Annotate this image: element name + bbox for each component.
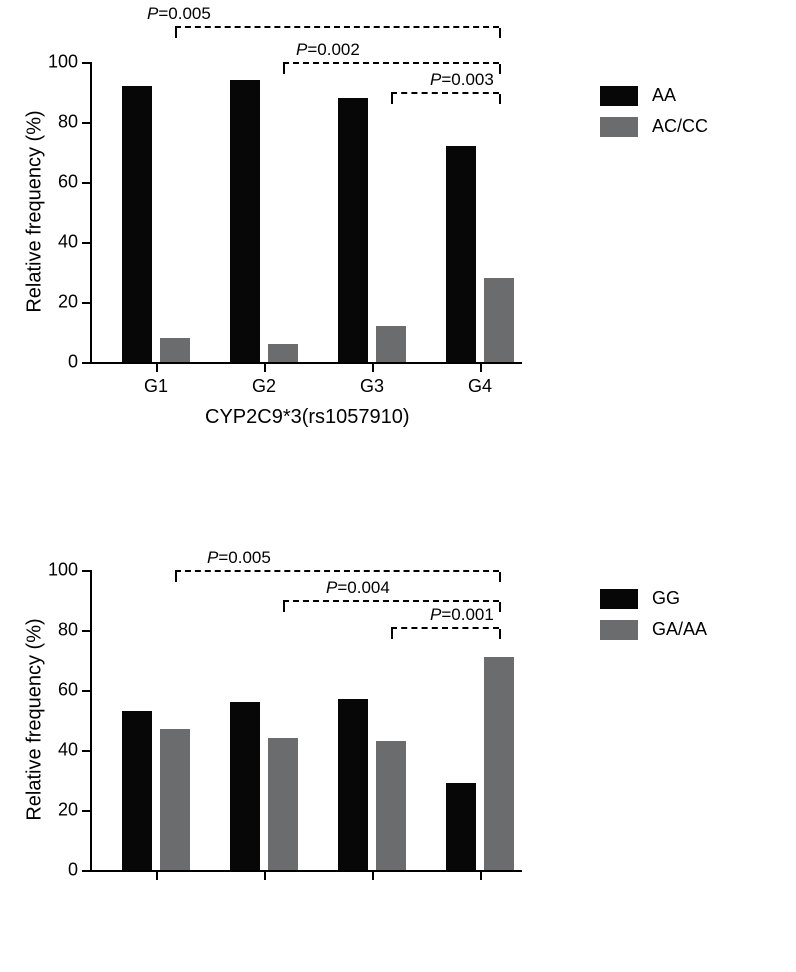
y-tick [82,630,92,632]
y-tick [82,810,92,812]
bar [484,278,514,362]
y-tick-label: 60 [58,172,78,193]
y-tick [82,362,92,364]
y-tick-label: 40 [58,232,78,253]
legend-swatch [600,117,638,137]
legend-swatch [600,86,638,106]
bar [376,741,406,870]
pvalue-label: P=0.005 [147,4,211,24]
x-tick-label: G1 [144,376,168,397]
y-tick [82,570,92,572]
x-tick [480,870,482,880]
pvalue-bracket [283,600,499,602]
bar [484,657,514,870]
pvalue-label: P=0.002 [296,40,360,60]
y-tick-label: 40 [58,740,78,761]
legend-item: GA/AA [600,619,707,640]
legend-item: AC/CC [600,116,708,137]
pvalue-label: P=0.001 [430,605,494,625]
y-tick-label: 100 [48,560,78,581]
y-tick [82,182,92,184]
x-tick-label: G3 [360,376,384,397]
pvalue-bracket [175,570,499,572]
pvalue-label: P=0.004 [326,578,390,598]
pvalue-label: P=0.005 [207,548,271,568]
bar [122,86,152,362]
plot-area-top: 020406080100G1G2G3G4P=0.005P=0.002P=0.00… [90,62,522,364]
y-axis-label: Relative frequency (%) [24,610,47,830]
legend: AA AC/CC [600,85,708,147]
bar [160,729,190,870]
pvalue-label: P=0.003 [430,70,494,90]
bar [230,80,260,362]
legend: GG GA/AA [600,588,707,650]
y-tick [82,870,92,872]
y-tick-label: 80 [58,112,78,133]
y-tick [82,750,92,752]
y-tick-label: 0 [68,860,78,881]
plot-area-bottom: 020406080100P=0.005P=0.004P=0.001 [90,570,522,872]
x-tick [156,362,158,372]
bar [268,738,298,870]
legend-label: GG [652,588,680,609]
y-axis-label: Relative frequency (%) [24,102,47,322]
x-tick-label: G4 [468,376,492,397]
x-tick [480,362,482,372]
y-tick [82,122,92,124]
y-tick-label: 60 [58,680,78,701]
y-tick-label: 20 [58,292,78,313]
legend-label: AC/CC [652,116,708,137]
bar [160,338,190,362]
bar [230,702,260,870]
y-tick [82,302,92,304]
y-tick [82,690,92,692]
pvalue-bracket [175,26,499,28]
x-tick [264,362,266,372]
y-tick-label: 80 [58,620,78,641]
bar [338,98,368,362]
legend-item: GG [600,588,707,609]
bar [446,783,476,870]
pvalue-bracket [391,92,499,94]
legend-swatch [600,620,638,640]
y-tick [82,62,92,64]
y-tick-label: 0 [68,352,78,373]
x-axis-title: CYP2C9*3(rs1057910) [205,406,410,429]
x-tick [264,870,266,880]
bar [376,326,406,362]
bar [122,711,152,870]
pvalue-bracket [391,627,499,629]
bar [268,344,298,362]
y-tick-label: 100 [48,52,78,73]
bar [338,699,368,870]
legend-swatch [600,589,638,609]
x-tick-label: G2 [252,376,276,397]
x-tick [156,870,158,880]
legend-label: AA [652,85,676,106]
legend-label: GA/AA [652,619,707,640]
y-tick [82,242,92,244]
x-tick [372,362,374,372]
bar [446,146,476,362]
x-tick [372,870,374,880]
legend-item: AA [600,85,708,106]
pvalue-bracket [283,62,499,64]
y-tick-label: 20 [58,800,78,821]
